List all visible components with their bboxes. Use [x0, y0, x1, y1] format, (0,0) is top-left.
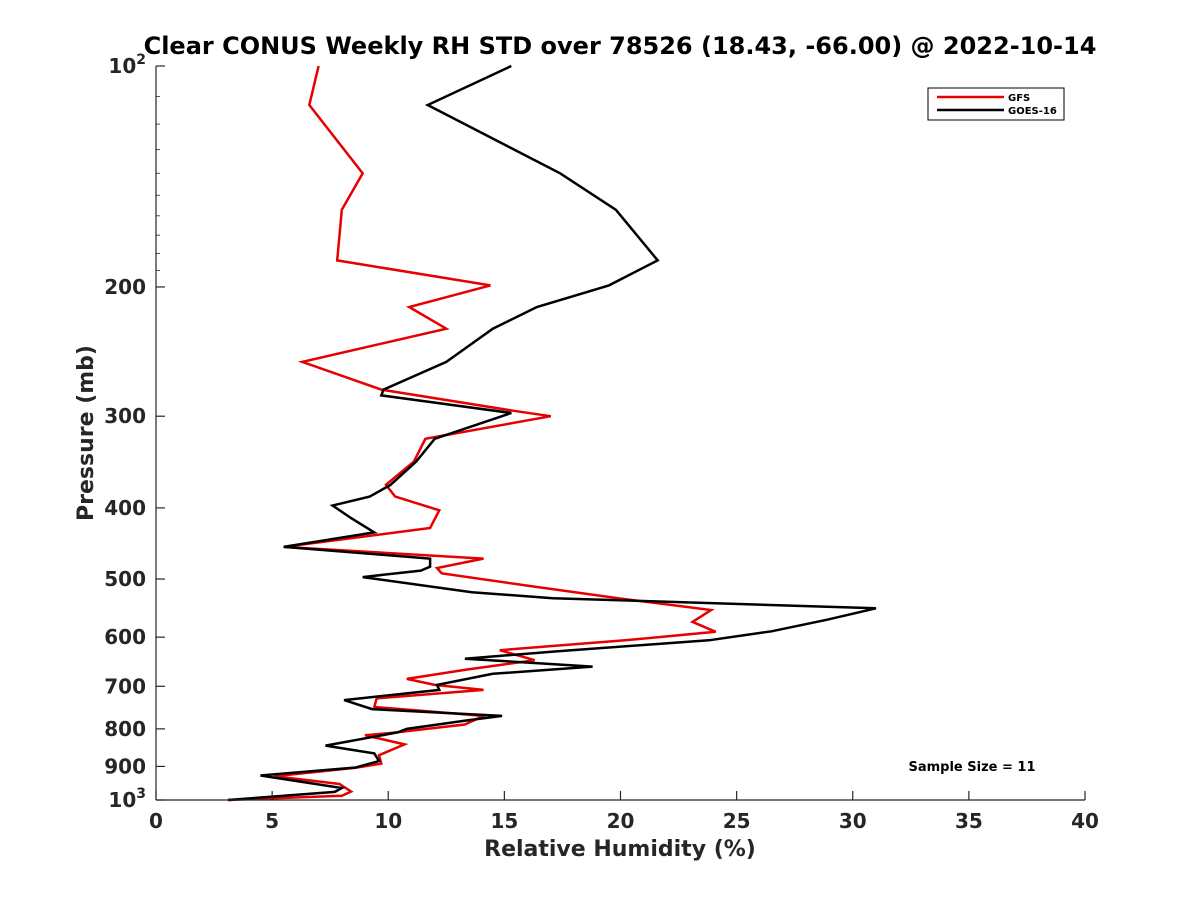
legend-label-goes16: GOES-16 [1008, 106, 1057, 117]
y-axis-label: Pressure (mb) [74, 345, 99, 521]
chart-title: Clear CONUS Weekly RH STD over 78526 (18… [144, 32, 1097, 60]
x-tick-label: 30 [839, 809, 867, 833]
series-line-goes16 [227, 64, 877, 802]
x-tick-label: 40 [1071, 809, 1099, 833]
x-tick-label: 5 [265, 809, 279, 833]
series-lines [227, 64, 877, 802]
legend-label-gfs: GFS [1008, 93, 1030, 104]
y-tick-label: 700 [104, 674, 146, 698]
x-tick-label: 10 [374, 809, 402, 833]
y-tick-label: 600 [104, 625, 146, 649]
y-tick-label: 900 [104, 754, 146, 778]
legend-box [927, 87, 1065, 121]
plot-area [156, 66, 1085, 800]
y-tick-label: 500 [104, 567, 146, 591]
axis-ticks: 0 5 10 15 20 25 30 35 40 102 200 300 400 500 600 700 800… [104, 52, 1099, 833]
y-tick-label: 300 [104, 404, 146, 428]
legend: GFS GOES-16 [927, 87, 1065, 121]
y-tick-label: 400 [104, 496, 146, 520]
x-tick-label: 0 [149, 809, 163, 833]
x-axis-label: Relative Humidity (%) [484, 837, 756, 862]
sample-size-annotation: Sample Size = 11 [908, 760, 1035, 775]
y-tick-label: 103 [108, 786, 146, 812]
x-tick-label: 15 [490, 809, 518, 833]
y-tick-label: 800 [104, 717, 146, 741]
y-tick-label: 102 [108, 52, 146, 78]
x-tick-label: 25 [723, 809, 751, 833]
series-line-gfs [227, 65, 717, 802]
x-tick-label: 20 [607, 809, 635, 833]
x-tick-label: 35 [955, 809, 983, 833]
y-tick-label: 200 [104, 275, 146, 299]
